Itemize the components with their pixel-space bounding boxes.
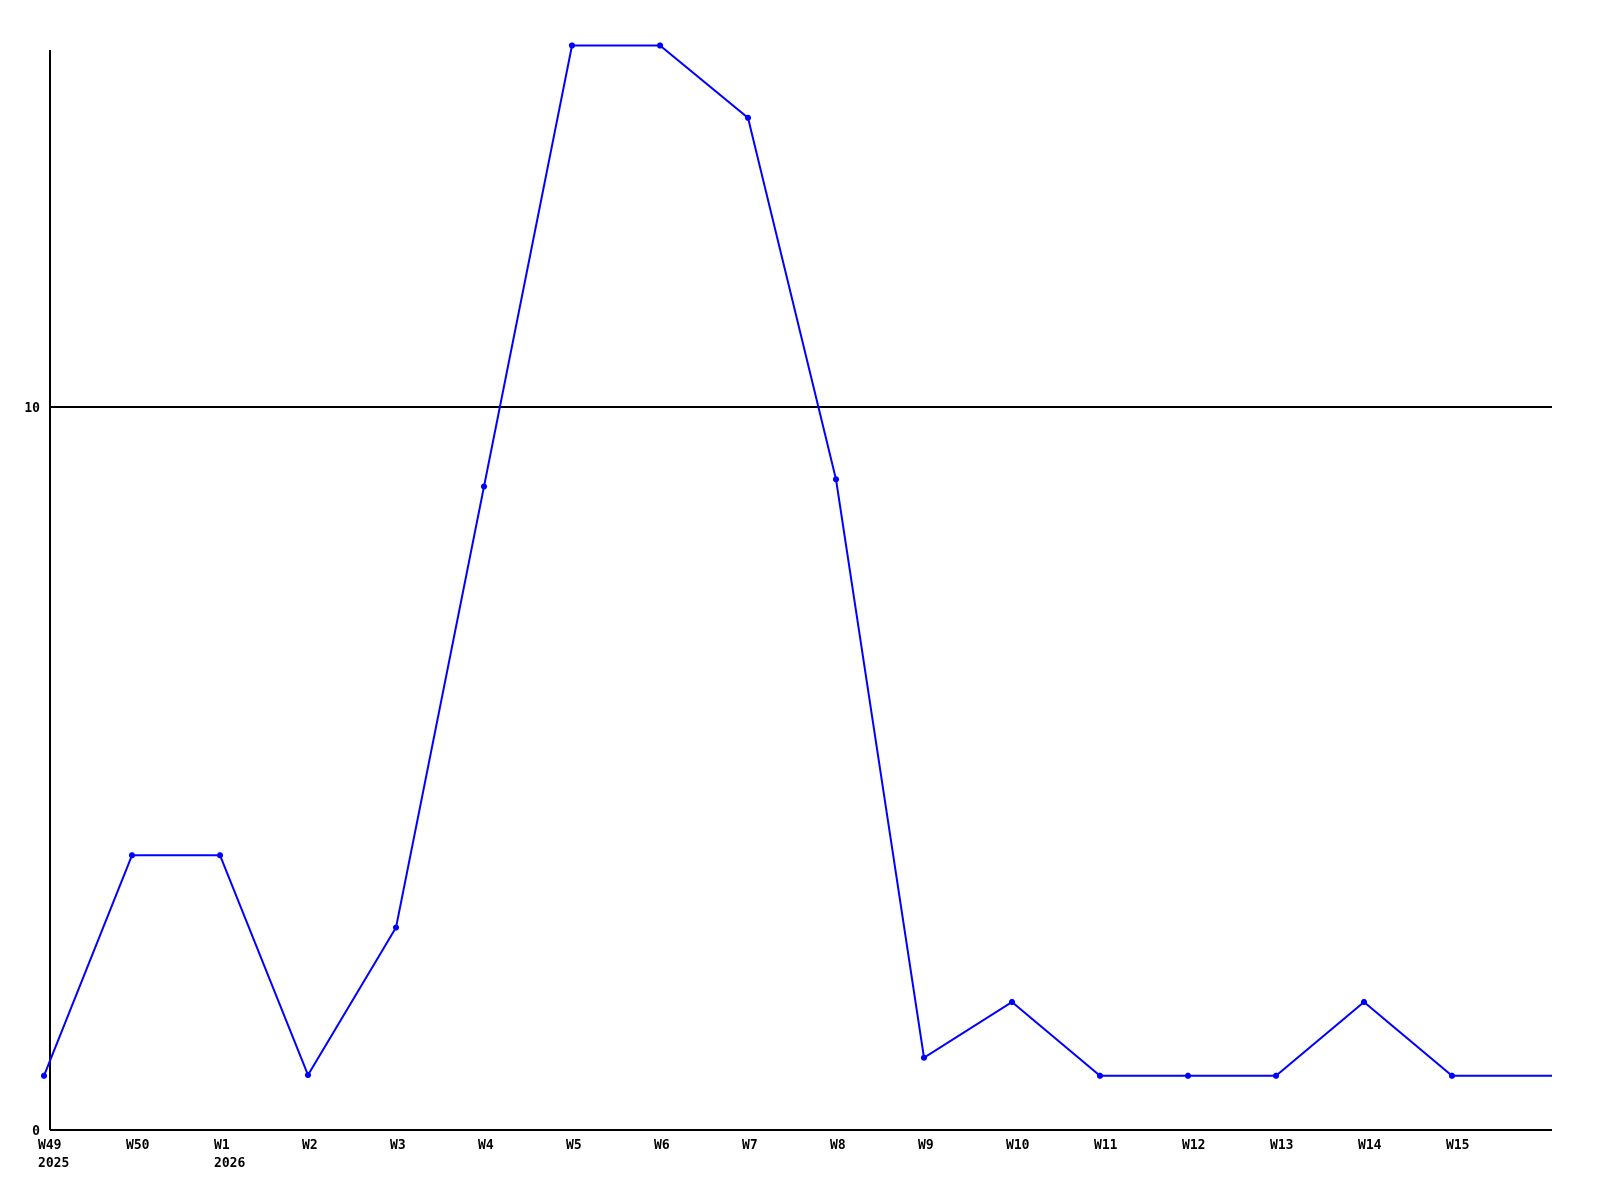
data-point-marker <box>744 114 752 121</box>
x-year-label: 2025 <box>38 1156 70 1171</box>
data-point-marker <box>1184 1072 1192 1079</box>
x-tick-label: W15 <box>1446 1138 1470 1153</box>
data-point-marker <box>1096 1072 1104 1079</box>
y-tick-label: 0 <box>32 1124 40 1139</box>
x-tick-label: W49 <box>38 1138 62 1153</box>
x-tick-label: W1 <box>214 1138 230 1153</box>
x-tick-label: W8 <box>830 1138 846 1153</box>
x-tick-label: W4 <box>478 1138 494 1153</box>
data-point-marker <box>216 852 224 859</box>
x-tick-label: W2 <box>302 1138 318 1153</box>
data-point-marker <box>920 1054 928 1061</box>
x-tick-label: W7 <box>742 1138 758 1153</box>
data-point-marker <box>832 476 840 483</box>
x-tick-label: W50 <box>126 1138 150 1153</box>
x-tick-label: W11 <box>1094 1138 1118 1153</box>
x-tick-label: W9 <box>918 1138 934 1153</box>
data-point-marker <box>656 42 664 49</box>
data-point-marker <box>1360 998 1368 1006</box>
x-tick-label: W5 <box>566 1138 582 1153</box>
x-year-label: 2026 <box>214 1156 246 1171</box>
data-point-marker <box>40 1072 48 1079</box>
data-point-marker <box>304 1071 312 1079</box>
data-point-marker <box>392 924 400 931</box>
x-tick-label: W12 <box>1182 1138 1206 1153</box>
data-point-marker <box>1272 1072 1280 1079</box>
data-point-marker <box>480 483 488 490</box>
data-point-marker <box>568 42 576 49</box>
data-point-marker <box>128 852 136 859</box>
series-line-weekly <box>43 44 1552 1078</box>
data-point-marker <box>1008 998 1016 1006</box>
series-marker-group <box>40 42 1456 1079</box>
x-tick-label: W3 <box>390 1138 406 1153</box>
x-tick-label: W6 <box>654 1138 670 1153</box>
x-tick-label: W14 <box>1358 1138 1382 1153</box>
data-point-marker <box>1448 1072 1456 1079</box>
x-tick-label: W10 <box>1006 1138 1030 1153</box>
y-tick-label: 10 <box>24 401 40 416</box>
axis-group <box>49 50 1552 1131</box>
x-tick-label: W13 <box>1270 1138 1294 1153</box>
